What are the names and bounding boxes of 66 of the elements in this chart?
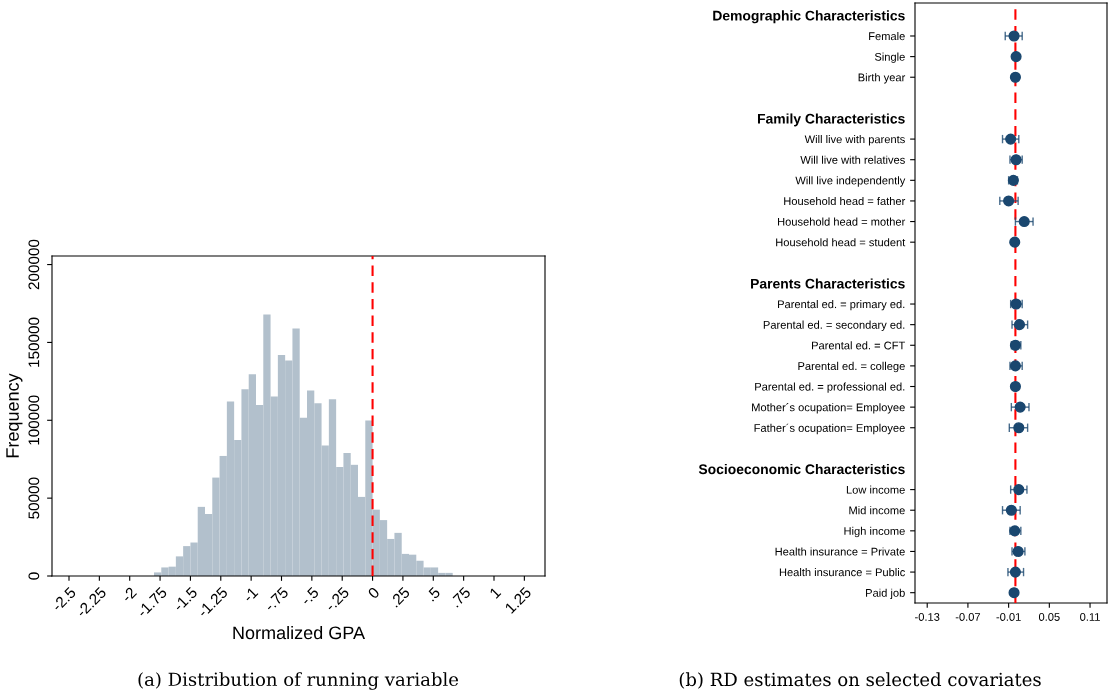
x-tick-label: -.75 xyxy=(263,586,289,612)
x-tick-label: .5 xyxy=(425,586,441,602)
y-tick-label: 150000 xyxy=(28,317,40,367)
y-tick-label: Demographic Characteristics xyxy=(713,10,905,24)
x-tick-label: -0.13 xyxy=(915,613,940,621)
y-tick-label: Parental ed. = CFT xyxy=(812,341,906,350)
x-axis-title: Normalized GPA xyxy=(233,625,366,640)
point xyxy=(1009,566,1021,578)
y-tick-label: Parents Characteristics xyxy=(751,278,905,289)
y-tick-label: Female xyxy=(869,31,905,41)
x-tick-label: -0.07 xyxy=(955,613,981,621)
y-tick-label: Household head = father xyxy=(784,196,906,206)
x-tick-label: 1 xyxy=(489,586,502,599)
y-tick-label: Parental ed. = college xyxy=(798,361,905,373)
y-tick-label: Mother´s ocupation= Employee xyxy=(752,403,905,414)
y-tick-label: Household head = mother xyxy=(778,217,906,226)
point xyxy=(1013,422,1025,434)
y-tick-label: Will live with relatives xyxy=(800,155,905,164)
point xyxy=(1014,401,1026,413)
y-tick-label: Household head = student xyxy=(776,238,906,247)
x-tick-label: 0 xyxy=(367,586,381,600)
y-tick-label: Will live with parents xyxy=(804,135,905,146)
y-tick-label: Single xyxy=(874,52,905,63)
x-tick-label: -.25 xyxy=(324,586,350,612)
point xyxy=(1008,30,1020,42)
x-tick-label: 0.11 xyxy=(1080,613,1100,621)
point xyxy=(1003,195,1015,207)
y-tick-label: Health insurance = Public xyxy=(779,568,905,577)
x-tick-label: 0.05 xyxy=(1038,613,1060,621)
y-tick-label: Low income xyxy=(846,485,905,494)
y-tick-label: Family Characteristics xyxy=(757,113,905,127)
x-tick-label: -1.5 xyxy=(172,586,198,612)
x-tick-label: .25 xyxy=(389,586,411,608)
y-tick-label: Parental ed. = professional ed. xyxy=(755,382,905,393)
x-tick-label: .75 xyxy=(450,586,472,608)
point xyxy=(1009,380,1021,393)
y-tick-label: 0 xyxy=(28,572,40,580)
x-tick-label: -2 xyxy=(120,586,137,603)
point xyxy=(1009,236,1021,248)
y-tick-label: Socioeconomic Characteristics xyxy=(698,463,905,475)
y-tick-label: Parental ed. = secondary ed. xyxy=(763,320,905,331)
y-axis-title: Frequency xyxy=(6,373,23,458)
point xyxy=(1008,587,1020,599)
y-tick-label: Mid income xyxy=(849,506,905,515)
x-tick-label: -0.01 xyxy=(996,613,1021,621)
y-tick-label: Birth year xyxy=(858,73,906,84)
point xyxy=(1013,484,1025,496)
text: (b) RD estimates on selected covariates xyxy=(679,672,1041,689)
point xyxy=(1010,51,1022,63)
text: (a) Distribution of running variable xyxy=(138,672,459,690)
y-tick-label: High income xyxy=(844,526,905,538)
x-tick-label: -.5 xyxy=(300,586,320,606)
point xyxy=(1005,133,1017,145)
x-tick-label: -2.5 xyxy=(51,586,77,612)
point xyxy=(1005,504,1017,516)
y-tick-label: Parental ed. = primary ed. xyxy=(778,300,905,311)
x-tick-label: -1 xyxy=(242,586,259,603)
y-tick-label: 100000 xyxy=(28,395,40,445)
y-tick-label: 200000 xyxy=(28,239,40,290)
y-tick-label: 50000 xyxy=(28,477,40,519)
y-tick-label: Health insurance = Private xyxy=(775,547,905,556)
point xyxy=(1018,216,1030,228)
y-tick-label: Will live independently xyxy=(795,176,906,187)
point xyxy=(1009,71,1021,83)
y-tick-label: Father´s ocupation= Employee xyxy=(754,423,905,435)
y-tick-label: Paid job xyxy=(866,588,905,600)
